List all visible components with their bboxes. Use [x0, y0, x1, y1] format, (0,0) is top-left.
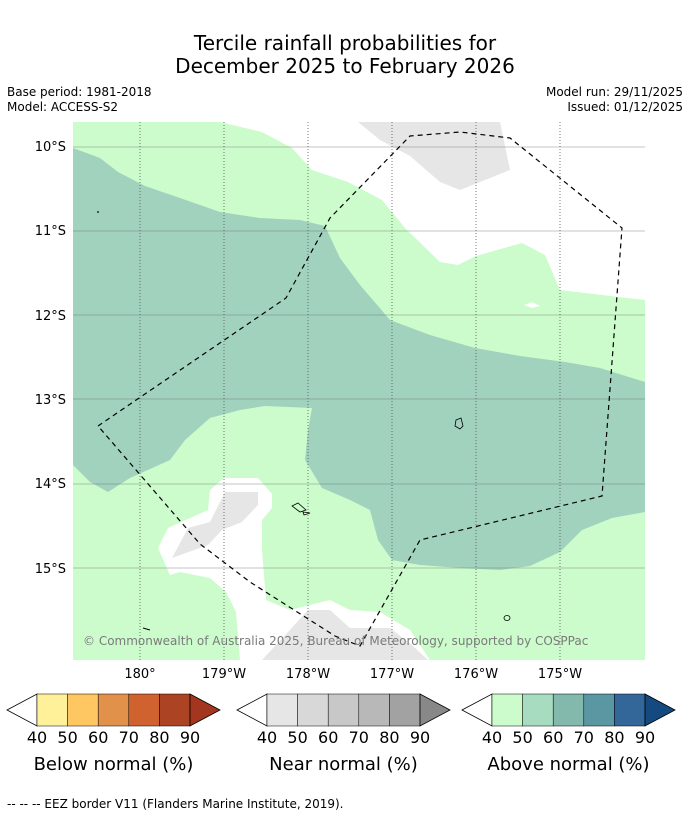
colorbar-below-normal: 40 50 60 70 80 90 Below normal (%) [6, 693, 221, 775]
above-colorbar-cell-60 [552, 693, 585, 727]
near-colorbar-cell-50 [297, 693, 329, 727]
above-colorbar-high-extend [644, 693, 676, 727]
meta-right: Model run: 29/11/2025 Issued: 01/12/2025 [546, 85, 683, 115]
near-colorbar-high-extend [419, 693, 451, 727]
above-colorbar-label: Above normal (%) [487, 754, 649, 775]
island-f [97, 211, 99, 213]
below-colorbar-cell-50 [67, 693, 99, 727]
near-colorbar-tick-80: 80 [379, 728, 399, 747]
below-colorbar-tick-70: 70 [119, 728, 139, 747]
near-normal-40-region-south [262, 610, 428, 660]
model-run: Model run: 29/11/2025 [545, 85, 683, 99]
lat-label-10s: 10°S [35, 140, 66, 155]
below-colorbar-cell-70 [128, 693, 160, 727]
island-a [454, 417, 464, 430]
small-white-patch [524, 302, 540, 308]
below-colorbar-cell-60 [97, 693, 130, 727]
above-colorbar-tick-50: 50 [512, 728, 532, 747]
colorbar-near-normal: 40 50 60 70 80 90 Near normal (%) [236, 693, 451, 775]
lat-label-14s: 14°S [35, 477, 66, 492]
model-name: Model: ACCESS-S2 [7, 100, 119, 114]
island-c [302, 511, 311, 516]
lon-label-180: 180° [124, 667, 155, 682]
below-colorbar-tick-60: 60 [88, 728, 108, 747]
near-colorbar-low-extend [236, 693, 268, 727]
copyright-notice: © Commonwealth of Australia 2025, Bureau… [83, 634, 588, 648]
eez-footnote: -- -- -- EEZ border V11 (Flanders Marine… [7, 797, 344, 811]
island-b [291, 502, 307, 513]
gridlines [73, 146, 645, 569]
near-normal-40-region-southwest [172, 492, 258, 558]
lon-label-179w: 179°W [202, 667, 246, 682]
above-colorbar-cell-70 [583, 693, 615, 727]
below-colorbar-low-extend [6, 693, 38, 727]
base-period: Base period: 1981-2018 [7, 85, 152, 99]
above-colorbar-tick-80: 80 [604, 728, 624, 747]
near-colorbar-cell-80 [389, 693, 421, 727]
lat-label-13s: 13°S [35, 393, 66, 408]
lon-label-178w: 178°W [286, 667, 330, 682]
near-colorbar-label: Near normal (%) [269, 754, 418, 775]
lon-label-177w: 177°W [370, 667, 414, 682]
below-colorbar-cell-40 [36, 693, 68, 727]
near-colorbar-cell-60 [327, 693, 360, 727]
below-colorbar-label: Below normal (%) [34, 754, 194, 775]
issued-date: Issued: 01/12/2025 [567, 100, 683, 114]
eez-border [97, 131, 623, 647]
title-line-2: December 2025 to February 2026 [175, 54, 515, 78]
longitude-labels: 180° 179°W 178°W 177°W 176°W 175°W [124, 667, 582, 682]
below-colorbar-tick-90: 90 [180, 728, 200, 747]
below-colorbar-tick-50: 50 [57, 728, 77, 747]
near-colorbar-tick-70: 70 [349, 728, 369, 747]
lat-label-11s: 11°S [35, 224, 66, 239]
island-e [142, 627, 151, 631]
meta-left: Base period: 1981-2018 Model: ACCESS-S2 [7, 85, 152, 115]
above-colorbar-tick-40: 40 [482, 728, 502, 747]
below-colorbar-tick-80: 80 [149, 728, 169, 747]
above-colorbar-cell-80 [614, 693, 646, 727]
below-colorbar-tick-40: 40 [27, 728, 47, 747]
colorbar-above-normal: 40 50 60 70 80 90 Above normal (%) [461, 693, 676, 775]
near-colorbar-cell-40 [266, 693, 298, 727]
near-normal-40-region-north [358, 122, 510, 190]
near-colorbar-tick-40: 40 [257, 728, 277, 747]
near-colorbar-tick-50: 50 [287, 728, 307, 747]
near-colorbar-tick-60: 60 [318, 728, 338, 747]
above-colorbar-low-extend [461, 693, 493, 727]
latitude-labels: 10°S 11°S 12°S 13°S 14°S 15°S [35, 140, 66, 577]
title-line-1: Tercile rainfall probabilities for [193, 31, 497, 55]
below-colorbar-high-extend [189, 693, 221, 727]
probability-field [73, 122, 645, 660]
colorbar-legends: 40 50 60 70 80 90 Below normal (%) 40 50 60 70 80 9… [6, 693, 676, 775]
below-colorbar-cell-80 [159, 693, 191, 727]
above-colorbar-tick-60: 60 [543, 728, 563, 747]
above-colorbar-tick-90: 90 [635, 728, 655, 747]
above-colorbar-cell-50 [522, 693, 554, 727]
lat-label-15s: 15°S [35, 562, 66, 577]
near-colorbar-tick-90: 90 [410, 728, 430, 747]
lat-label-12s: 12°S [35, 309, 66, 324]
above-normal-50-region [73, 148, 645, 570]
lon-label-176w: 176°W [454, 667, 498, 682]
near-colorbar-cell-70 [358, 693, 390, 727]
lon-label-175w: 175°W [538, 667, 582, 682]
island-d [503, 615, 511, 621]
above-colorbar-cell-40 [491, 693, 523, 727]
map-title: Tercile rainfall probabilities for Decem… [0, 32, 690, 78]
above-colorbar-tick-70: 70 [574, 728, 594, 747]
